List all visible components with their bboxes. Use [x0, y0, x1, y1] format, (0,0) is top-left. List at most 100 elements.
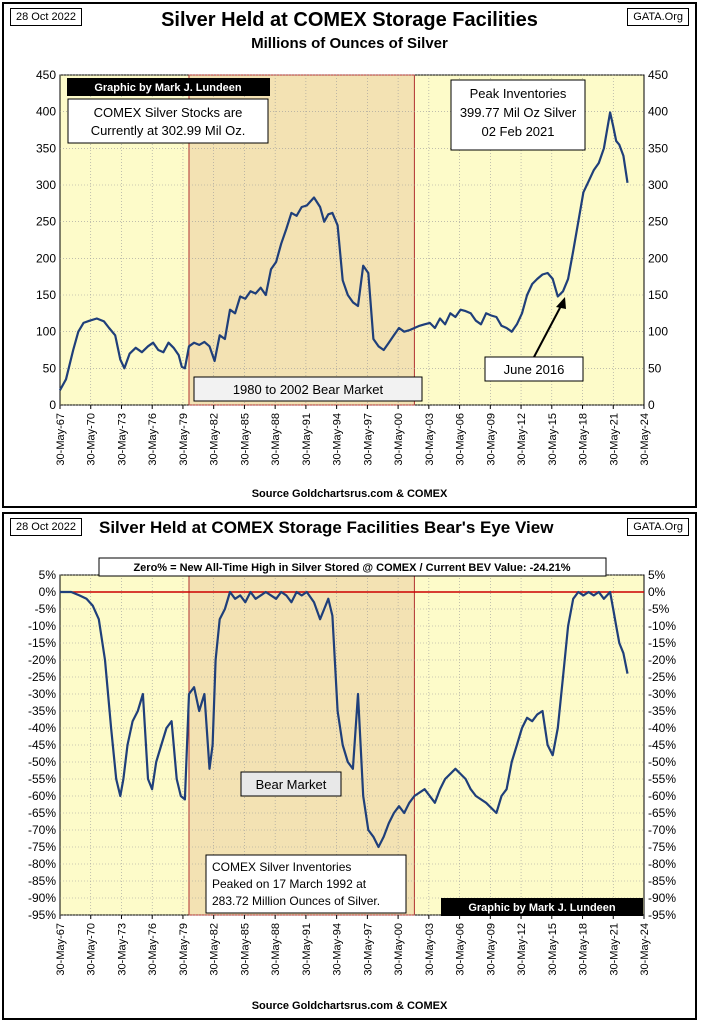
y-tick-label-right: -80%: [648, 857, 676, 871]
x-tick-label: 30-May-88: [270, 413, 282, 466]
june-2016-arrow: [533, 303, 563, 358]
y-tick-label-right: -65%: [648, 806, 676, 820]
y-tick-label-left: -10%: [28, 619, 56, 633]
zero-note-text: Zero% = New All-Time High in Silver Stor…: [133, 562, 570, 574]
x-axis: 30-May-67 30-May-70 30-May-73 30-May-76 30-M…: [55, 405, 651, 466]
y-tick-label-right: 0: [648, 398, 655, 412]
x-tick-label: 30-May-85: [239, 923, 251, 976]
y-tick-label-left: -50%: [28, 755, 56, 769]
y-tick-label-left: -80%: [28, 857, 56, 871]
y-tick-label-left: 5%: [39, 568, 57, 582]
x-tick-label: 30-May-03: [424, 923, 436, 976]
y-tick-label-left: -65%: [28, 806, 56, 820]
y-tick-label-right: -45%: [648, 738, 676, 752]
source-text: Source Goldchartsrus.com & COMEX: [251, 1000, 448, 1012]
june-2016-arrowhead: [556, 297, 566, 309]
bear-label-text: 1980 to 2002 Bear Market: [233, 382, 384, 397]
x-tick-label: 30-May-18: [578, 923, 590, 976]
y-tick-label-left: -70%: [28, 823, 56, 837]
top-chart-svg: 0 50 100 150 200 250 300 350 400 450 0 50 100 150 200…: [36, 68, 668, 466]
x-tick-label: 30-May-67: [55, 413, 67, 466]
y-axis-right: 5% 0% -5% -10% -15% -20% -25% -30% -35% -40% -45% -…: [648, 568, 676, 922]
y-tick-label-left: 300: [36, 178, 56, 192]
x-tick-label: 30-May-88: [270, 923, 282, 976]
bear-label-box: [193, 376, 423, 402]
date-tag: 28 Oct 2022: [10, 518, 82, 536]
y-tick-label-right: 200: [648, 251, 668, 265]
zero-note-box: [98, 557, 607, 577]
y-tick-label-left: 0%: [39, 585, 57, 599]
y-tick-label-left: 100: [36, 325, 56, 339]
y-tick-label-left: -55%: [28, 772, 56, 786]
y-tick-label-right: 350: [648, 141, 668, 155]
y-tick-label-left: -85%: [28, 874, 56, 888]
y-tick-label-right: -70%: [648, 823, 676, 837]
y-tick-label-right: -20%: [648, 653, 676, 667]
y-tick-label-right: -85%: [648, 874, 676, 888]
bear-label-box: [240, 771, 342, 797]
y-tick-label-left: -90%: [28, 891, 56, 905]
y-tick-label-right: 250: [648, 215, 668, 229]
x-tick-label: 30-May-97: [362, 413, 374, 466]
credit-box: [441, 898, 643, 916]
y-tick-label-left: 350: [36, 141, 56, 155]
y-tick-label-left: -20%: [28, 653, 56, 667]
y-tick-label-right: -25%: [648, 670, 676, 684]
x-tick-label: 30-May-21: [608, 923, 620, 976]
y-tick-label-left: 50: [43, 361, 57, 375]
y-tick-label-right: -75%: [648, 840, 676, 854]
x-tick-label: 30-May-76: [147, 413, 159, 466]
y-tick-label-left: -5%: [35, 602, 57, 616]
x-tick-label: 30-May-09: [485, 413, 497, 466]
peak-note-line1: Peak Inventories: [470, 86, 567, 101]
x-tick-label: 30-May-70: [86, 923, 98, 976]
bottom-chart-svg: 5% 0% -5% -10% -15% -20% -25% -30% -35% -40% -45% -…: [28, 557, 676, 976]
y-tick-label-right: 100: [648, 325, 668, 339]
x-tick-label: 30-May-73: [116, 413, 128, 466]
y-tick-label-right: -90%: [648, 891, 676, 905]
credit-box: [67, 78, 270, 96]
current-note-line2: Currently at 302.99 Mil Oz.: [91, 123, 246, 138]
x-tick-label: 30-May-76: [147, 923, 159, 976]
bear-label-text: Bear Market: [256, 777, 327, 792]
y-tick-label-left: 150: [36, 288, 56, 302]
x-tick-label: 30-May-06: [455, 923, 467, 976]
x-tick-label: 30-May-97: [362, 923, 374, 976]
x-tick-label: 30-May-12: [516, 923, 528, 976]
x-tick-label: 30-May-79: [178, 413, 190, 466]
x-tick-label: 30-May-91: [301, 923, 313, 976]
x-tick-label: 30-May-24: [639, 923, 651, 976]
peak-note-line3: 283.72 Million Ounces of Silver.: [212, 894, 380, 908]
y-tick-label-left: 400: [36, 105, 56, 119]
y-tick-label-right: 150: [648, 288, 668, 302]
bottom-chart-panel: 28 Oct 2022 GATA.Org Silver Held at COME…: [2, 512, 697, 1020]
site-tag: GATA.Org: [627, 518, 689, 536]
chart-subtitle: Millions of Ounces of Silver: [251, 35, 448, 52]
chart-title: Silver Held at COMEX Storage Facilities: [161, 9, 538, 31]
x-tick-label: 30-May-15: [547, 413, 559, 466]
date-tag: 28 Oct 2022: [10, 8, 82, 26]
y-tick-label-right: -30%: [648, 687, 676, 701]
y-tick-label-left: 200: [36, 251, 56, 265]
y-tick-label-right: -55%: [648, 772, 676, 786]
x-tick-label: 30-May-09: [485, 923, 497, 976]
y-tick-label-left: 0: [49, 398, 56, 412]
peak-note-box: [450, 79, 586, 151]
y-tick-label-right: 300: [648, 178, 668, 192]
x-tick-label: 30-May-67: [55, 923, 67, 976]
bev-line: [59, 590, 629, 849]
y-tick-label-right: -5%: [648, 602, 670, 616]
y-tick-label-right: -10%: [648, 619, 676, 633]
y-tick-label-left: -15%: [28, 636, 56, 650]
x-tick-label: 30-May-70: [86, 413, 98, 466]
x-tick-label: 30-May-85: [239, 413, 251, 466]
peak-note-box: [205, 854, 407, 914]
y-tick-label-right: 50: [648, 361, 662, 375]
y-tick-label-left: -25%: [28, 670, 56, 684]
june-2016-text: June 2016: [504, 362, 565, 377]
x-axis: 30-May-67 30-May-70 30-May-73 30-May-76 30-M…: [55, 915, 651, 976]
x-tick-label: 30-May-79: [178, 923, 190, 976]
y-tick-label-left: -95%: [28, 908, 56, 922]
y-tick-label-left: -30%: [28, 687, 56, 701]
y-tick-label-right: -15%: [648, 636, 676, 650]
